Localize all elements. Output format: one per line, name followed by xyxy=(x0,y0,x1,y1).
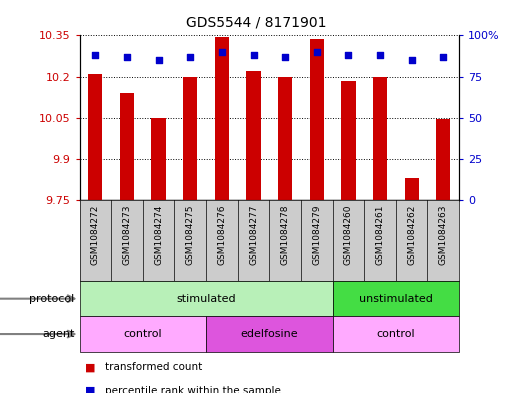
Point xyxy=(218,49,226,55)
Text: GSM1084277: GSM1084277 xyxy=(249,204,258,265)
Point xyxy=(407,57,416,63)
Text: GSM1084263: GSM1084263 xyxy=(439,204,448,265)
Text: GSM1084274: GSM1084274 xyxy=(154,204,163,265)
Bar xyxy=(151,118,166,200)
Text: GSM1084260: GSM1084260 xyxy=(344,204,353,265)
Point xyxy=(186,54,194,60)
Text: agent: agent xyxy=(42,329,74,339)
Text: GSM1084262: GSM1084262 xyxy=(407,204,416,265)
Bar xyxy=(310,39,324,200)
Text: GSM1084272: GSM1084272 xyxy=(91,204,100,265)
Point xyxy=(439,54,447,60)
Text: GSM1084279: GSM1084279 xyxy=(312,204,321,265)
Point xyxy=(91,52,100,58)
Text: control: control xyxy=(124,329,162,339)
Text: unstimulated: unstimulated xyxy=(359,294,433,304)
Point xyxy=(281,54,289,60)
Point xyxy=(154,57,163,63)
Bar xyxy=(373,77,387,200)
Text: transformed count: transformed count xyxy=(105,362,203,373)
Bar xyxy=(278,77,292,200)
Text: ■: ■ xyxy=(85,362,95,373)
Text: GDS5544 / 8171901: GDS5544 / 8171901 xyxy=(186,16,327,30)
Point xyxy=(123,54,131,60)
Bar xyxy=(405,178,419,200)
Text: edelfosine: edelfosine xyxy=(241,329,298,339)
Bar xyxy=(80,281,332,316)
Point xyxy=(312,49,321,55)
Text: GSM1084261: GSM1084261 xyxy=(376,204,385,265)
Text: GSM1084278: GSM1084278 xyxy=(281,204,290,265)
Bar xyxy=(80,316,206,352)
Text: stimulated: stimulated xyxy=(176,294,236,304)
Bar xyxy=(341,81,356,200)
Text: control: control xyxy=(377,329,415,339)
Bar xyxy=(206,316,332,352)
Bar xyxy=(332,281,459,316)
Text: percentile rank within the sample: percentile rank within the sample xyxy=(105,386,281,393)
Point xyxy=(249,52,258,58)
Bar xyxy=(88,74,103,200)
Text: GSM1084275: GSM1084275 xyxy=(186,204,195,265)
Bar xyxy=(183,77,198,200)
Bar xyxy=(120,93,134,200)
Point xyxy=(344,52,352,58)
Bar xyxy=(215,37,229,200)
Text: protocol: protocol xyxy=(29,294,74,304)
Text: GSM1084273: GSM1084273 xyxy=(123,204,131,265)
Text: GSM1084276: GSM1084276 xyxy=(218,204,226,265)
Point xyxy=(376,52,384,58)
Bar xyxy=(246,71,261,200)
Bar xyxy=(436,119,450,200)
Text: ■: ■ xyxy=(85,386,95,393)
Bar xyxy=(332,316,459,352)
